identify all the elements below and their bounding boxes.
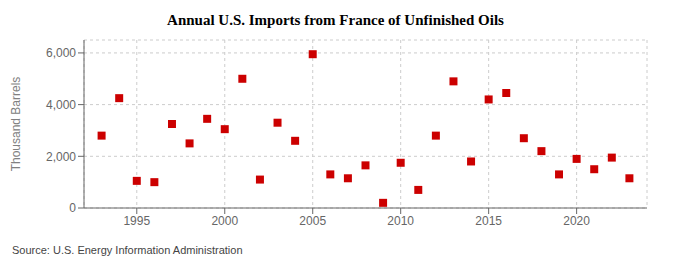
- html-text:Source: U.S. Energy Informatio: Source: U.S. Energy Information Administ…: [12, 244, 243, 256]
- svg-text:6,000: 6,000: [46, 46, 76, 60]
- svg-text:2015: 2015: [475, 214, 502, 228]
- svg-text:4,000: 4,000: [46, 98, 76, 112]
- svg-text:2,000: 2,000: [46, 150, 76, 164]
- svg-text:2020: 2020: [563, 214, 590, 228]
- html-text:Annual U.S. Imports from Franc: Annual U.S. Imports from France of Unfin…: [167, 12, 504, 28]
- svg-text:Thousand Barrels: Thousand Barrels: [9, 77, 23, 172]
- svg-text:0: 0: [69, 201, 76, 215]
- svg-text:1995: 1995: [123, 214, 150, 228]
- svg-text:2000: 2000: [211, 214, 238, 228]
- svg-text:2005: 2005: [299, 214, 326, 228]
- svg-text:2010: 2010: [387, 214, 414, 228]
